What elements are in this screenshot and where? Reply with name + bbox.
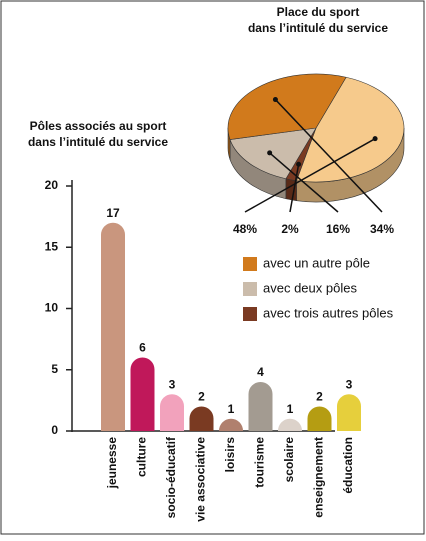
legend-label: avec un autre pôle <box>263 255 370 270</box>
leader-dot <box>372 136 378 142</box>
x-tick-label: tourisme <box>253 437 267 488</box>
legend-label: avec deux pôles <box>263 280 357 295</box>
bar <box>101 222 125 431</box>
x-tick-label: socio-éducatif <box>164 436 178 518</box>
legend-label: avec trois autres pôles <box>263 305 394 320</box>
bar <box>337 394 361 431</box>
legend-swatch <box>243 257 257 271</box>
bar <box>248 382 273 431</box>
bar <box>189 406 214 431</box>
value-label: 2% <box>281 222 299 236</box>
legend-swatch <box>243 307 257 321</box>
value-label: 3 <box>346 377 353 391</box>
value-label: 4 <box>257 365 264 379</box>
y-tick-label: 5 <box>51 362 58 376</box>
bar <box>219 418 243 431</box>
y-tick-label: 15 <box>45 239 59 253</box>
value-label: 48% <box>233 222 257 236</box>
x-tick-label: culture <box>135 437 149 477</box>
x-tick-label: éducation <box>341 437 355 494</box>
pie-title: Place du sport <box>277 5 360 19</box>
value-label: 17 <box>106 206 120 220</box>
leader-line <box>274 99 383 213</box>
x-tick-label: jeunesse <box>105 437 119 490</box>
leader-line <box>289 164 300 213</box>
slice <box>229 127 317 180</box>
leader-dot <box>272 97 278 103</box>
value-label: 6 <box>139 341 146 355</box>
value-label: 2 <box>198 390 205 404</box>
x-tick-label: loisirs <box>223 437 237 473</box>
y-tick-label: 20 <box>45 178 59 192</box>
value-label: 3 <box>169 377 176 391</box>
leader-dot <box>296 161 302 167</box>
y-tick-label: 0 <box>51 423 58 437</box>
slice <box>296 76 405 183</box>
x-tick-label: enseignement <box>312 437 326 518</box>
bar <box>130 357 155 431</box>
x-tick-label: vie associative <box>194 437 208 522</box>
value-label: 34% <box>370 222 394 236</box>
bar-title: Pôles associés au sport <box>30 119 167 133</box>
x-tick-label: scolaire <box>282 437 296 483</box>
value-label: 2 <box>316 390 323 404</box>
bar <box>160 394 184 431</box>
pie-title: dans l’intitulé du service <box>248 21 388 35</box>
value-label: 16% <box>326 222 350 236</box>
bar <box>278 418 302 431</box>
y-tick-label: 10 <box>45 301 59 315</box>
leader-line <box>244 138 376 213</box>
slice <box>227 73 347 140</box>
leader-line <box>269 152 339 213</box>
value-label: 1 <box>228 402 235 416</box>
leader-dot <box>267 150 273 156</box>
value-label: 1 <box>287 402 294 416</box>
bar <box>307 406 332 431</box>
bar-title: dans l’intitulé du service <box>28 135 168 149</box>
legend-swatch <box>243 282 257 296</box>
